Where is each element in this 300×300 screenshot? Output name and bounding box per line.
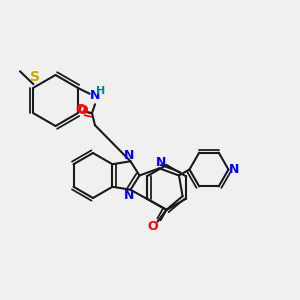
- Text: N: N: [90, 89, 100, 102]
- Text: H: H: [96, 86, 106, 96]
- Text: S: S: [30, 70, 40, 84]
- Text: N: N: [155, 156, 166, 170]
- Text: N: N: [124, 189, 134, 202]
- Text: O: O: [76, 103, 86, 116]
- Text: N: N: [124, 149, 134, 162]
- Text: O: O: [77, 104, 88, 117]
- Text: O: O: [148, 220, 158, 233]
- Text: N: N: [229, 163, 239, 176]
